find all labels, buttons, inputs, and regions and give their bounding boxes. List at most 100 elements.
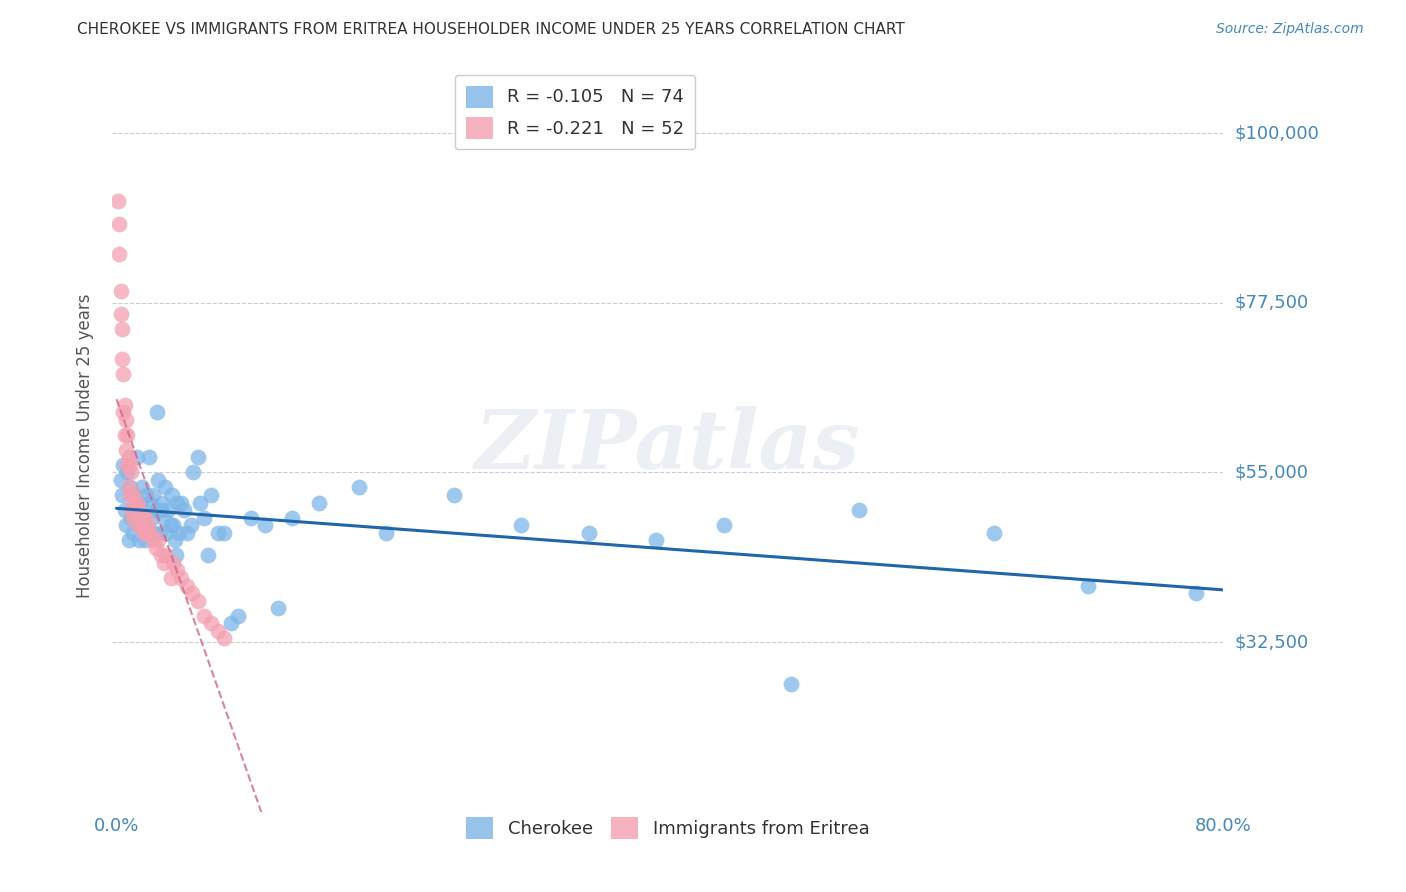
Point [160, 488, 183, 502]
Point [159, 518, 181, 533]
Point [129, 518, 152, 533]
Y-axis label: Householder Income Under 25 years: Householder Income Under 25 years [76, 293, 94, 599]
Point [141, 510, 163, 524]
Point [135, 488, 157, 502]
Point [139, 495, 162, 509]
Point [983, 525, 1005, 540]
Point [115, 518, 138, 533]
Point [134, 533, 156, 548]
Point [108, 246, 131, 260]
Point [118, 458, 141, 472]
Point [167, 525, 190, 540]
Point [188, 495, 211, 509]
Point [120, 510, 142, 524]
Point [139, 525, 162, 540]
Point [131, 480, 153, 494]
Point [122, 495, 145, 509]
Point [193, 608, 215, 623]
Point [118, 480, 141, 494]
Point [148, 533, 170, 548]
Point [128, 533, 150, 548]
Point [443, 488, 465, 502]
Point [132, 525, 155, 540]
Point [207, 525, 229, 540]
Point [281, 510, 304, 524]
Point [129, 495, 152, 509]
Point [120, 466, 142, 480]
Point [124, 510, 146, 524]
Point [114, 427, 136, 442]
Point [166, 563, 188, 577]
Point [1077, 578, 1099, 592]
Point [578, 525, 600, 540]
Point [186, 450, 208, 465]
Point [162, 556, 184, 570]
Point [240, 510, 263, 524]
Text: $77,500: $77,500 [1234, 293, 1309, 311]
Point [142, 533, 165, 548]
Point [136, 518, 159, 533]
Point [146, 405, 169, 419]
Text: ZIPatlas: ZIPatlas [475, 406, 860, 486]
Point [118, 533, 141, 548]
Point [114, 503, 136, 517]
Point [219, 616, 242, 631]
Point [117, 427, 139, 442]
Point [143, 525, 166, 540]
Text: Source: ZipAtlas.com: Source: ZipAtlas.com [1216, 22, 1364, 37]
Point [153, 480, 176, 494]
Point [111, 322, 134, 336]
Point [115, 412, 138, 426]
Point [181, 586, 204, 600]
Point [152, 510, 174, 524]
Point [117, 466, 139, 480]
Point [124, 503, 146, 517]
Text: $55,000: $55,000 [1234, 463, 1309, 482]
Point [112, 405, 135, 419]
Point [510, 518, 533, 533]
Point [125, 495, 148, 509]
Point [253, 518, 276, 533]
Point [713, 518, 735, 533]
Point [156, 503, 179, 517]
Point [1185, 586, 1208, 600]
Point [128, 503, 150, 517]
Point [118, 480, 141, 494]
Point [125, 450, 148, 465]
Point [375, 525, 398, 540]
Point [112, 368, 135, 382]
Point [214, 632, 236, 646]
Point [163, 533, 186, 548]
Point [214, 525, 236, 540]
Text: CHEROKEE VS IMMIGRANTS FROM ERITREA HOUSEHOLDER INCOME UNDER 25 YEARS CORRELATIO: CHEROKEE VS IMMIGRANTS FROM ERITREA HOUS… [77, 22, 905, 37]
Point [155, 549, 177, 563]
Point [780, 676, 803, 690]
Point [111, 352, 134, 367]
Point [110, 307, 132, 321]
Point [122, 488, 145, 502]
Point [180, 518, 202, 533]
Point [115, 442, 138, 457]
Point [111, 488, 134, 502]
Point [142, 488, 165, 502]
Point [131, 510, 153, 524]
Point [162, 518, 184, 533]
Point [127, 518, 149, 533]
Point [170, 571, 193, 585]
Point [127, 518, 149, 533]
Point [121, 525, 143, 540]
Point [112, 458, 135, 472]
Point [145, 541, 167, 555]
Point [186, 593, 208, 607]
Point [176, 578, 198, 592]
Point [183, 466, 205, 480]
Point [200, 488, 222, 502]
Point [121, 510, 143, 524]
Point [197, 549, 219, 563]
Point [136, 525, 159, 540]
Point [173, 503, 195, 517]
Point [207, 624, 229, 638]
Point [349, 480, 371, 494]
Point [118, 488, 141, 502]
Legend: Cherokee, Immigrants from Eritrea: Cherokee, Immigrants from Eritrea [460, 810, 876, 847]
